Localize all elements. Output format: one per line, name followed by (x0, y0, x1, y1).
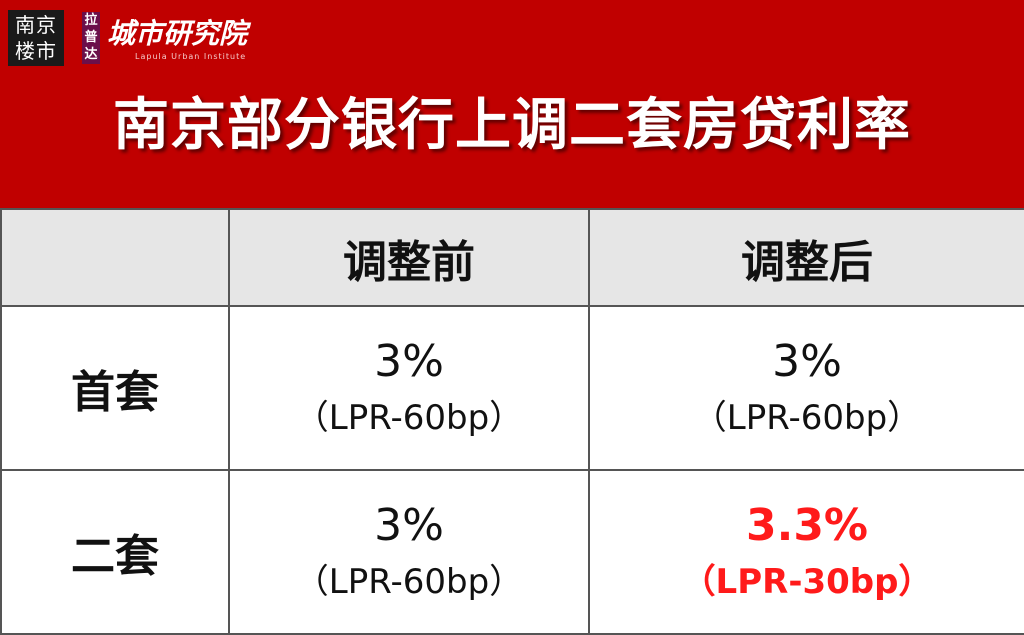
data-row: 首套 3% （LPR-60bp） 3% （LPR-60bp） (0, 305, 1024, 471)
badge: 南京楼市 (8, 10, 64, 66)
row-label: 二套 (0, 469, 230, 635)
rate-cell: 3% （LPR-60bp） (228, 305, 590, 471)
row-label: 首套 (0, 305, 230, 471)
title: 南京部分银行上调二套房贷利率 (113, 93, 911, 158)
rate-note: （LPR-60bp） (294, 562, 524, 602)
rate: 3.3% (745, 500, 869, 551)
header-row: 调整前 调整后 (0, 208, 1024, 307)
rate-table: 调整前 调整后 首套 3% （LPR-60bp） 3% （LPR-60bp） 二套 3% （LPR… (0, 208, 1024, 635)
rate: 3% (374, 336, 444, 387)
column-header: 调整后 (588, 208, 1024, 307)
rate: 3% (772, 336, 842, 387)
brand-en: Lapula Urban Institute (135, 52, 247, 61)
rate: 3% (374, 500, 444, 551)
brand-small: 拉普达 (82, 12, 100, 64)
rate-cell: 3% （LPR-60bp） (228, 469, 590, 635)
table-body: 调整前 调整后 首套 3% （LPR-60bp） 3% （LPR-60bp） 二套 3% （LPR… (0, 208, 1024, 635)
rate-note: （LPR-30bp） (681, 562, 933, 602)
corner-cell (0, 208, 230, 307)
rate-cell: 3% （LPR-60bp） (588, 305, 1024, 471)
rate-note: （LPR-60bp） (294, 398, 524, 438)
rate-cell: 3.3% （LPR-30bp） (588, 469, 1024, 635)
column-header: 调整前 (228, 208, 590, 307)
data-row: 二套 3% （LPR-60bp） 3.3% （LPR-30bp） (0, 469, 1024, 635)
rate-note: （LPR-60bp） (692, 398, 922, 438)
brand: 城市研究院 (107, 17, 248, 50)
header: 南京楼市 拉普达 城市研究院 Lapula Urban Institute 南京… (0, 0, 1024, 208)
